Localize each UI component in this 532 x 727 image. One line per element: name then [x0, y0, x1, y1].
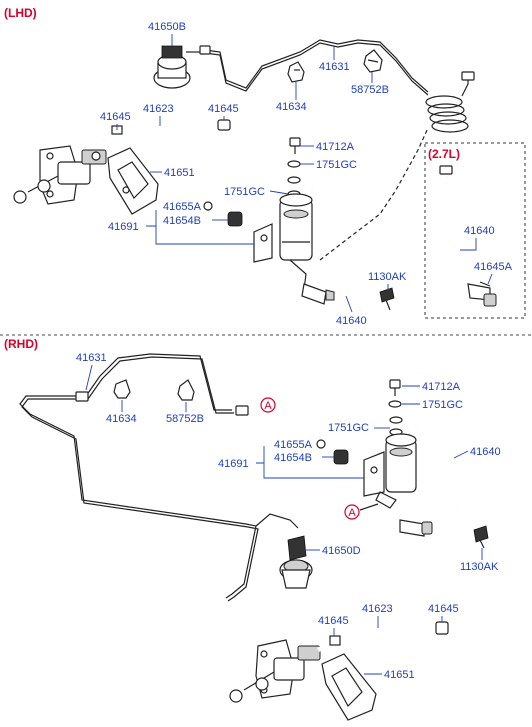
lhd-label-1130AK: 1130AK [368, 271, 407, 283]
variant-27l-box [424, 142, 526, 319]
rhd-label-58752B: 58752B [166, 413, 204, 425]
lhd-bolt-1130AK [379, 287, 395, 311]
rhd-label-1130AK: 1130AK [460, 561, 499, 573]
rhd-heat-shield-41651 [321, 653, 377, 721]
variant-27l-clip-41645A [479, 281, 491, 287]
rhd-bolt-1130AK [473, 525, 489, 549]
rhd-release-cylinder-41691 [333, 433, 417, 509]
rhd-label-41655A: 41655A [274, 439, 313, 451]
rhd-pipe-41631 [19, 353, 257, 599]
variant-27l-title: (2.7L) [428, 147, 460, 161]
lhd-clip-41634 [287, 61, 305, 83]
lhd-label-41631: 41631 [319, 61, 350, 73]
rhd-reservoir-41650D [279, 535, 313, 589]
lhd-label-1751GC-top: 1751GC [316, 159, 357, 171]
svg-text:A: A [264, 400, 272, 412]
rhd-label-41640: 41640 [470, 446, 501, 458]
rhd-clip-41645-b [435, 621, 449, 635]
rhd-clip-58752B [177, 379, 195, 401]
lhd-clip-41645-b [217, 119, 231, 131]
rhd-washer-1751GC-top [388, 400, 402, 408]
rhd-label-41645-left: 41645 [318, 615, 349, 627]
rhd-label-1751GC-top: 1751GC [422, 399, 463, 411]
rhd-clutch-master-cylinder [229, 639, 321, 703]
variant-27l-hose-41640 [439, 165, 497, 307]
rhd-label-41712A: 41712A [422, 381, 461, 393]
rhd-label-41623: 41623 [362, 603, 393, 615]
variant-label-41640: 41640 [464, 225, 495, 237]
rhd-bleeder-screw-41712A [389, 379, 401, 396]
lhd-label-41640: 41640 [336, 315, 367, 327]
lhd-label-41691: 41691 [108, 221, 139, 233]
rhd-label-41645-right: 41645 [428, 603, 459, 615]
rhd-label-41691: 41691 [218, 458, 249, 470]
lhd-label-58752B: 58752B [351, 84, 389, 96]
lhd-section-title: (LHD) [4, 6, 37, 20]
lhd-hose-41640 [311, 189, 357, 295]
rhd-washer-1751GC-mid [389, 416, 403, 424]
rhd-hose-end-fitting [399, 519, 433, 537]
rhd-label-1751GC-mid: 1751GC [328, 422, 369, 434]
lhd-pipe-coil [425, 71, 475, 133]
lhd-pipe-41631 [204, 39, 429, 93]
lhd-label-41623: 41623 [143, 103, 174, 115]
lhd-clip-58752B [363, 49, 383, 73]
rhd-clip-41634 [113, 379, 131, 399]
lhd-reservoir-41650B [153, 45, 200, 89]
rhd-label-41650D: 41650D [322, 545, 361, 557]
rhd-ring-41655A [316, 439, 326, 449]
lhd-clutch-master-cylinder [13, 145, 107, 205]
lhd-washer-1751GC-top [287, 160, 301, 168]
rhd-callout-a-top: A [260, 397, 276, 413]
lhd-bleeder-screw-41712A [289, 137, 301, 154]
lhd-release-cylinder-41691 [227, 193, 313, 291]
rhd-label-41634: 41634 [106, 413, 137, 425]
rhd-label-41651: 41651 [384, 669, 415, 681]
lhd-label-41645-right: 41645 [208, 103, 239, 115]
lhd-hose-end-fitting [301, 283, 335, 305]
lhd-label-41712A: 41712A [316, 141, 355, 153]
svg-text:A: A [348, 507, 356, 519]
lhd-label-41634: 41634 [276, 101, 307, 113]
variant-label-41645A: 41645A [474, 261, 513, 273]
lhd-heat-shield-41651 [107, 147, 159, 215]
lhd-label-41655A: 41655A [163, 201, 202, 213]
lhd-label-1751GC-mid: 1751GC [224, 186, 265, 198]
rhd-label-41631: 41631 [76, 352, 107, 364]
lhd-label-41645-left: 41645 [100, 111, 131, 123]
lhd-label-41651: 41651 [164, 167, 195, 179]
rhd-section-title: (RHD) [4, 337, 38, 351]
rhd-callout-a-mid: A [344, 503, 379, 520]
rhd-label-41654B: 41654B [274, 452, 312, 464]
lhd-label-41650B: 41650B [148, 21, 186, 33]
lhd-label-41654B: 41654B [163, 215, 201, 227]
lhd-washer-1751GC-mid [287, 176, 301, 184]
rhd-clip-41645-a [329, 635, 341, 646]
lhd-ring-41655A [203, 201, 213, 211]
